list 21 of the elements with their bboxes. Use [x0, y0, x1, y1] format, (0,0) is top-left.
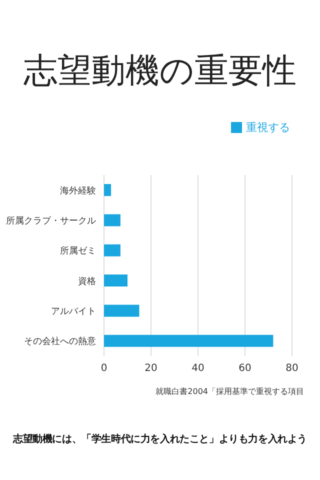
y-tick-label: 海外経験 [60, 185, 96, 196]
y-tick-label: その会社への熱意 [24, 336, 96, 348]
x-tick-label: 40 [192, 363, 204, 374]
y-tick-label: 資格 [78, 276, 96, 287]
y-tick-label: 所属ゼミ [60, 246, 96, 257]
y-tick-label: アルバイト [51, 306, 96, 317]
legend-label: 重視する [246, 121, 290, 134]
chart-title: 志望動機の重要性 [22, 50, 298, 93]
bar [104, 304, 140, 317]
bar [104, 334, 274, 347]
text: 就職白書2004「採用基準で重視する項目 [156, 386, 304, 397]
x-tick-label: 0 [100, 363, 108, 374]
bar [104, 184, 112, 196]
x-tick-label: 20 [144, 363, 158, 374]
x-tick-label: 60 [238, 363, 252, 374]
bar [104, 274, 128, 287]
text: 志望動機には、「学生時代に力を入れたこと」よりも力を入れよう [12, 432, 308, 446]
bar [104, 244, 120, 256]
bar [104, 214, 120, 226]
y-tick-label: 所属クラブ・サークル [6, 215, 96, 226]
x-tick-label: 80 [286, 363, 298, 374]
